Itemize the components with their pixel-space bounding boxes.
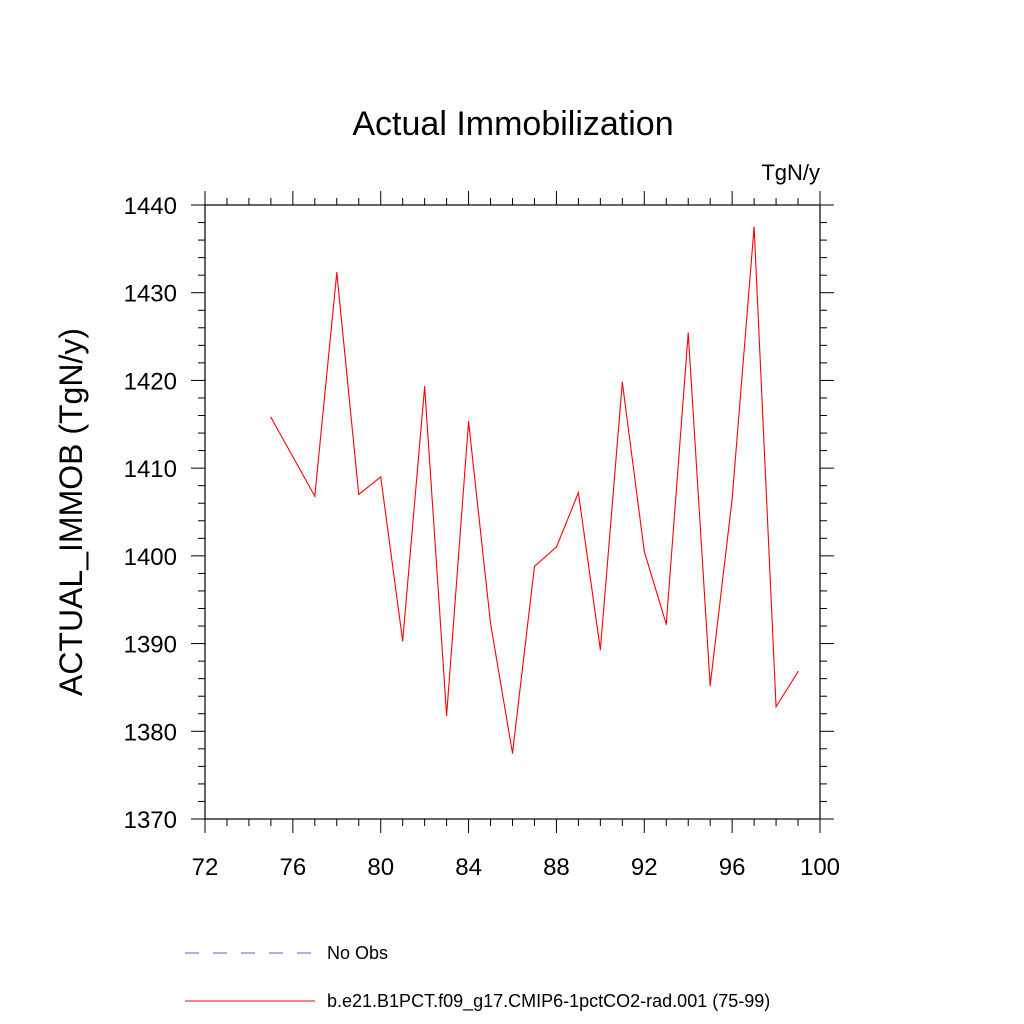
data-point bbox=[753, 226, 755, 228]
x-tick-label: 80 bbox=[367, 854, 394, 881]
data-point bbox=[687, 332, 689, 334]
x-tick-label: 88 bbox=[543, 854, 570, 881]
data-point bbox=[577, 492, 579, 494]
x-tick-label: 100 bbox=[800, 854, 840, 881]
data-point bbox=[467, 421, 470, 423]
data-point bbox=[775, 706, 777, 708]
data-point bbox=[358, 493, 360, 496]
units-label: TgN/y bbox=[761, 160, 820, 185]
x-tick-label: 96 bbox=[719, 854, 746, 881]
data-point bbox=[511, 752, 514, 754]
data-point bbox=[314, 495, 316, 497]
data-point bbox=[292, 456, 294, 458]
legend-series-label: b.e21.B1PCT.f09_g17.CMIP6-1pctCO2-rad.00… bbox=[327, 991, 770, 1012]
legend-no-obs-label: No Obs bbox=[327, 943, 388, 963]
y-tick-label: 1380 bbox=[124, 719, 177, 746]
x-tick-label: 92 bbox=[631, 854, 658, 881]
plot-frame bbox=[204, 204, 821, 820]
x-tick-label: 76 bbox=[280, 854, 307, 881]
data-point bbox=[402, 640, 404, 642]
y-tick-label: 1390 bbox=[124, 632, 177, 659]
data-point bbox=[665, 623, 667, 625]
chart-title: Actual Immobilization bbox=[352, 105, 673, 143]
y-tick-label: 1420 bbox=[124, 368, 177, 395]
data-point bbox=[336, 271, 338, 274]
data-point bbox=[446, 714, 448, 717]
data-point bbox=[731, 498, 733, 500]
data-point bbox=[270, 416, 272, 418]
x-tick-label: 84 bbox=[455, 854, 482, 881]
data-point bbox=[533, 565, 536, 567]
data-point bbox=[797, 671, 799, 673]
series-line bbox=[270, 226, 799, 754]
data-point bbox=[424, 385, 426, 388]
data-point bbox=[489, 622, 492, 624]
data-point bbox=[555, 546, 558, 548]
y-tick-label: 1370 bbox=[124, 807, 177, 834]
y-tick-label: 1430 bbox=[124, 281, 177, 308]
y-tick-label: 1410 bbox=[124, 456, 177, 483]
data-point bbox=[643, 550, 645, 553]
y-tick-label: 1440 bbox=[124, 193, 177, 220]
x-tick-label: 72 bbox=[192, 854, 219, 881]
data-point bbox=[380, 476, 382, 478]
data-point bbox=[709, 685, 711, 687]
data-point bbox=[599, 649, 601, 651]
data-point bbox=[621, 381, 623, 383]
y-axis-label: ACTUAL_IMMOB (TgN/y) bbox=[53, 328, 89, 696]
y-tick-label: 1400 bbox=[124, 544, 177, 571]
